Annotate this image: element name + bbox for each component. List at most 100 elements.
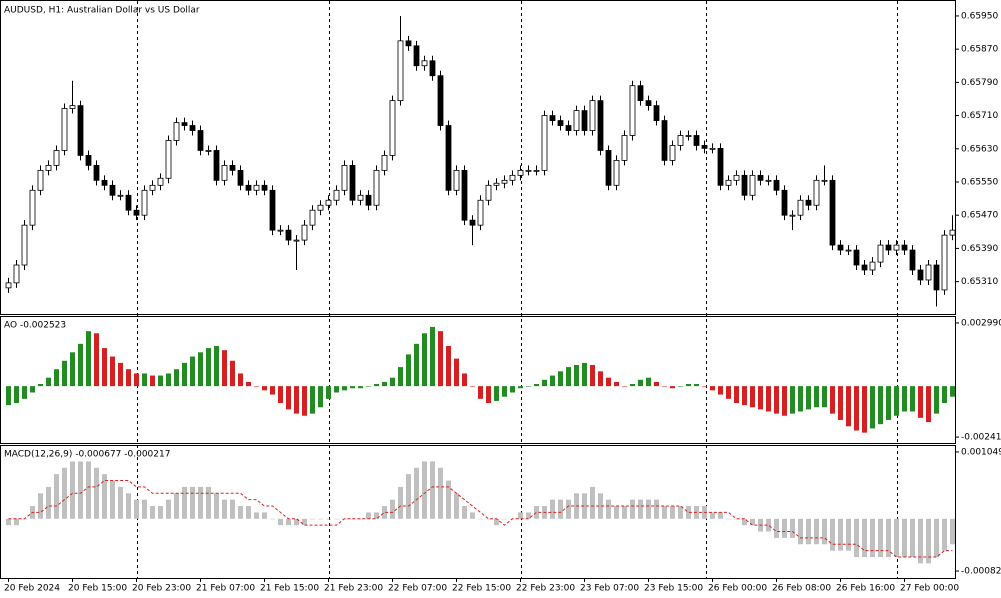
candle-body [797,199,804,216]
ao-bar [694,384,699,387]
macd-bar [606,499,611,519]
ao-bar [934,386,939,414]
ao-bar [750,386,755,408]
ao-bar [38,384,43,387]
macd-bar [742,518,747,526]
candle-body [133,209,140,216]
ao-bar [566,367,571,387]
macd-bar [54,474,59,519]
ao-bar [614,381,619,387]
candle-body [141,189,148,216]
candle-body [157,177,164,186]
macd-bar [478,518,483,520]
candle-body [437,75,444,126]
candle-body [53,150,60,166]
candle-body [165,140,172,179]
candle-body [365,194,372,206]
ao-bar [502,386,507,397]
ao-bar [606,377,611,387]
candle-body [149,184,156,191]
candle-body [717,147,724,186]
x-tick-label: 20 Feb 23:00 [132,584,191,594]
macd-bar [126,493,131,519]
ao-bar [422,333,427,387]
candle-body [669,145,676,161]
x-tick-label: 21 Feb 15:00 [260,584,319,594]
ao-bar [174,369,179,387]
candle-body [181,122,188,126]
candle-body [869,261,876,271]
ao-bar [846,386,851,427]
macd-bar [662,506,667,519]
candle-body [573,110,580,131]
ao-bar [454,358,459,387]
macd-bar [910,518,915,558]
candle-body [653,105,660,121]
candle-body [645,100,652,107]
ao-bar [110,356,115,387]
ao-bar [950,386,955,397]
macd-bar [886,518,891,558]
macd-bar [382,506,387,519]
candle-body [5,282,12,289]
candle-body [693,135,700,146]
macd-bar [270,518,275,520]
candle-body [557,120,564,126]
candle-body [77,105,84,156]
candle-body [245,184,252,191]
macd-bar [830,518,835,551]
y-tick-label: 0.65790 [961,78,998,88]
candle-body [837,244,844,251]
candle-body [605,150,612,186]
macd-bar [502,518,507,520]
macd-panel [0,445,956,579]
candle-body [581,110,588,131]
macd-bar [822,518,827,545]
macd-bar [406,474,411,519]
candle-body [509,174,516,181]
x-tick-label: 22 Feb 23:00 [516,584,575,594]
macd-bar [446,480,451,519]
macd-bar [566,499,571,519]
candle-body [765,179,772,182]
ao-bar [662,386,667,387]
macd-bar [614,506,619,519]
candle-body [469,219,476,226]
candle-body [677,135,684,146]
candle-body [885,244,892,251]
macd-bar [630,499,635,519]
candle-body [917,269,924,281]
ao-bar [382,381,387,387]
macd-bar [486,518,491,520]
macd-bar [246,506,251,519]
y-tick-label: 0.001049 [961,447,1001,457]
macd-bar [70,461,75,519]
macd-bar [462,506,467,519]
candle-body [37,169,44,191]
candle-body [597,100,604,151]
macd-bar [278,518,283,526]
macd-bar [318,518,323,520]
macd-bar [582,493,587,519]
ao-bar [646,377,651,387]
ao-bar [790,386,795,414]
macd-bar [646,499,651,519]
candle-body [525,169,532,172]
candle-body [893,244,900,251]
candle-body [405,40,412,47]
ao-bar [678,386,683,387]
x-tick-label: 22 Feb 15:00 [452,584,511,594]
macd-bar [398,486,403,519]
macd-bar [142,499,147,519]
x-tick-label: 21 Feb 07:00 [196,584,255,594]
ao-bar [742,386,747,406]
ao-bar [654,381,659,387]
ao-bar [238,373,243,387]
ao-panel [0,316,956,444]
macd-bar [550,499,555,519]
macd-bar [358,518,363,520]
macd-title: MACD(12,26,9) -0.000677 -0.000217 [4,450,170,460]
ao-bar [78,343,83,387]
x-tick-label: 26 Feb 00:00 [708,584,767,594]
macd-bar [198,486,203,519]
